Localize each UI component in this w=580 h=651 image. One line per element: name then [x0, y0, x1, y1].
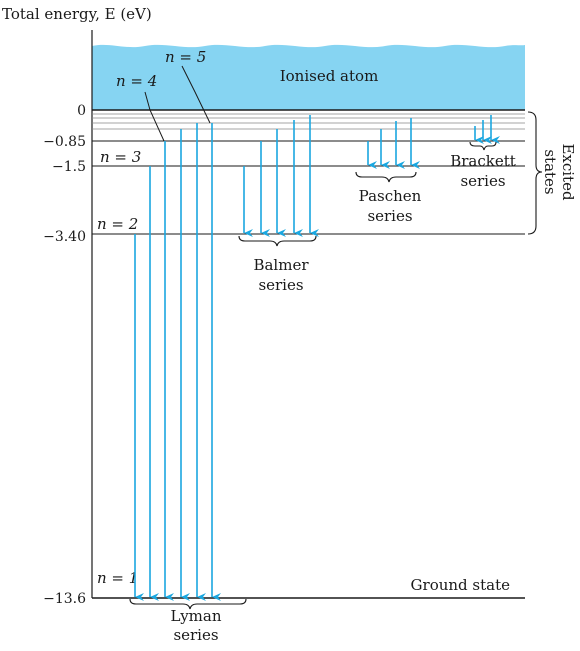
- series-labels: Lyman series Balmer series Paschen serie…: [171, 152, 516, 644]
- excited-states-brace: [527, 111, 543, 235]
- level-n-labels: n = 1 n = 2 n = 3 n = 4 n = 5: [97, 48, 206, 587]
- ionised-atom-label: Ionised atom: [280, 67, 379, 85]
- level-label-n3: n = 3: [100, 148, 141, 166]
- transition-arrows: [134, 115, 500, 601]
- lyman-label: Lyman: [171, 607, 222, 625]
- lyman-brace: [129, 598, 247, 610]
- n5-leader-line: [181, 65, 211, 124]
- energy-tick-labels: 0 −0.85 −1.5 −3.40 −13.6: [43, 103, 86, 607]
- brackett-label-sub: series: [460, 172, 505, 190]
- energy-label-inf: 0: [77, 103, 86, 119]
- energy-label-3: −1.5: [52, 159, 86, 175]
- balmer-brace: [238, 235, 317, 247]
- energy-label-1: −13.6: [43, 591, 86, 607]
- brackett-brace: [469, 141, 497, 151]
- level-label-n1: n = 1: [97, 569, 138, 587]
- energy-label-2: −3.40: [43, 229, 86, 245]
- axis-title: Total energy, E (eV): [2, 5, 152, 23]
- excited-label: Excited: [559, 143, 577, 201]
- paschen-brace: [355, 171, 417, 183]
- n4-leader-line: [144, 91, 165, 142]
- brackett-label: Brackett: [450, 152, 516, 170]
- paschen-label-sub: series: [367, 207, 412, 225]
- excited-label-sub: states: [541, 149, 559, 194]
- lyman-label-sub: series: [173, 626, 218, 644]
- ionised-region: [92, 44, 525, 110]
- energy-levels: [92, 109, 525, 599]
- energy-label-4: −0.85: [43, 134, 86, 150]
- balmer-label: Balmer: [253, 256, 309, 274]
- level-label-n2: n = 2: [97, 215, 138, 233]
- ground-state-label: Ground state: [411, 576, 511, 594]
- level-label-n5: n = 5: [165, 48, 206, 66]
- level-label-n4: n = 4: [116, 72, 157, 90]
- paschen-label: Paschen: [359, 187, 422, 205]
- balmer-label-sub: series: [258, 276, 303, 294]
